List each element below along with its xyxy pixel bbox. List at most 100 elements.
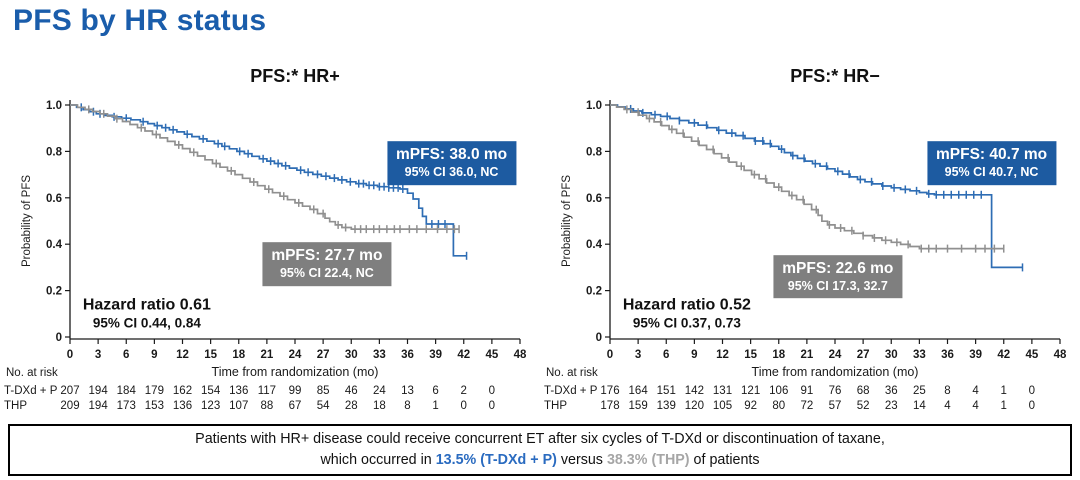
- y-tick-label: 1.0: [46, 100, 62, 112]
- at-risk-value: 14: [913, 400, 926, 412]
- mpfs-ci: 95% CI 22.4, NC: [279, 266, 374, 281]
- at-risk-value: 54: [317, 400, 330, 412]
- x-tick-label: 18: [772, 349, 785, 361]
- at-risk-value: 0: [461, 400, 467, 412]
- footnote-line-1: Patients with HR+ disease could receive …: [195, 430, 885, 447]
- x-tick-label: 18: [232, 349, 245, 361]
- x-tick-label: 12: [176, 349, 189, 361]
- hazard-ratio-annotation: Hazard ratio 0.61 95% CI 0.44, 0.84: [83, 295, 211, 332]
- x-tick-label: 27: [857, 349, 870, 361]
- x-tick-label: 48: [514, 349, 527, 361]
- at-risk-row-label-thp: THP: [4, 400, 27, 412]
- at-risk-value: 68: [857, 385, 870, 397]
- mpfs-box-tdxd: mPFS: 38.0 mo 95% CI 36.0, NC: [387, 141, 517, 185]
- at-risk-value: 139: [657, 400, 676, 412]
- mpfs-ci: 95% CI 17.3, 32.7: [787, 279, 888, 294]
- mpfs-box-thp: mPFS: 27.7 mo 95% CI 22.4, NC: [262, 242, 392, 286]
- x-axis-title: Time from randomization (mo): [212, 365, 379, 379]
- at-risk-value: 105: [713, 400, 732, 412]
- x-tick-label: 45: [485, 349, 498, 361]
- at-risk-value: 123: [201, 400, 220, 412]
- at-risk-value: 142: [685, 385, 704, 397]
- x-tick-label: 36: [941, 349, 954, 361]
- x-tick-label: 24: [289, 349, 302, 361]
- y-tick-label: 1.0: [586, 100, 602, 112]
- at-risk-value: 107: [229, 400, 248, 412]
- at-risk-value: 85: [317, 385, 330, 397]
- no-at-risk-label: No. at risk: [6, 367, 58, 379]
- at-risk-value: 13: [401, 385, 414, 397]
- at-risk-value: 184: [117, 385, 137, 397]
- at-risk-value: 131: [713, 385, 732, 397]
- hazard-ratio-ci: 95% CI 0.37, 0.73: [632, 315, 741, 331]
- at-risk-value: 57: [829, 400, 842, 412]
- x-tick-label: 39: [969, 349, 982, 361]
- km-series-t-dxd-p: [70, 103, 468, 260]
- no-at-risk-label: No. at risk: [546, 367, 598, 379]
- y-tick-label: 0.2: [586, 286, 602, 298]
- at-risk-value: 179: [145, 385, 164, 397]
- at-risk-value: 154: [201, 385, 221, 397]
- at-risk-value: 151: [657, 385, 676, 397]
- km-panel-hr-negative: 1.0 0.8 0.6 0.4 0.2 0 0 3 6 9 12 15 18 21 24 27 30 33 36 39…: [540, 60, 1080, 418]
- km-panel-hr-positive: 1.0 0.8 0.6 0.4 0.2 0 0 3 6 9 12 15 18 21 24 27 30 33 36 39…: [0, 60, 540, 418]
- at-risk-value: 209: [60, 400, 79, 412]
- at-risk-value: 0: [489, 400, 495, 412]
- at-risk-value: 1: [432, 400, 438, 412]
- mpfs-value: mPFS: 38.0 mo: [396, 146, 508, 164]
- y-tick-label: 0.4: [46, 239, 63, 251]
- footnote-text: of patients: [689, 452, 760, 468]
- at-risk-value: 120: [685, 400, 704, 412]
- at-risk-row-label-t-dxd-p: T-DXd + P: [4, 385, 58, 397]
- x-tick-label: 9: [151, 349, 157, 361]
- mpfs-ci: 95% CI 40.7, NC: [944, 165, 1039, 180]
- x-tick-label: 39: [429, 349, 442, 361]
- x-tick-label: 24: [829, 349, 842, 361]
- at-risk-value: 46: [345, 385, 358, 397]
- x-axis-title: Time from randomization (mo): [752, 365, 919, 379]
- at-risk-value: 72: [800, 400, 813, 412]
- mpfs-value: mPFS: 22.6 mo: [782, 259, 894, 277]
- at-risk-value: 1: [1001, 400, 1007, 412]
- at-risk-value: 25: [913, 385, 926, 397]
- footnote-text: versus: [556, 452, 607, 468]
- at-risk-value: 106: [769, 385, 788, 397]
- x-tick-label: 21: [260, 349, 273, 361]
- at-risk-value: 4: [972, 385, 979, 397]
- at-risk-value: 173: [117, 400, 136, 412]
- footnote-tdxd-percentage: 13.5% (T-DXd + P): [435, 452, 557, 468]
- x-tick-label: 30: [885, 349, 898, 361]
- y-axis-title: Probability of PFS: [21, 175, 33, 267]
- at-risk-value: 1: [1001, 385, 1007, 397]
- chart-title-hr-positive: PFS:* HR+: [250, 66, 340, 86]
- footnote-box: Patients with HR+ disease could receive …: [8, 424, 1072, 476]
- x-tick-label: 48: [1054, 349, 1067, 361]
- hazard-ratio-value: Hazard ratio 0.61: [82, 296, 211, 314]
- x-tick-label: 27: [317, 349, 330, 361]
- at-risk-value: 28: [345, 400, 358, 412]
- footnote-text: which occurred in: [320, 452, 436, 468]
- x-tick-label: 0: [607, 349, 613, 361]
- at-risk-value: 6: [432, 385, 438, 397]
- km-series-t-dxd-p: [610, 104, 1024, 272]
- y-tick-label: 0.6: [46, 193, 62, 205]
- x-tick-label: 12: [716, 349, 729, 361]
- at-risk-value: 88: [260, 400, 273, 412]
- at-risk-value: 136: [229, 385, 248, 397]
- at-risk-value: 8: [944, 385, 950, 397]
- at-risk-value: 23: [885, 400, 898, 412]
- km-curve-t-dxd-p: [610, 104, 1023, 269]
- at-risk-value: 2: [461, 385, 467, 397]
- x-tick-label: 42: [997, 349, 1010, 361]
- at-risk-value: 4: [972, 400, 979, 412]
- km-series-thp: [610, 104, 1005, 253]
- y-tick-label: 0.8: [586, 146, 603, 158]
- x-tick-label: 0: [67, 349, 73, 361]
- x-tick-label: 3: [635, 349, 641, 361]
- at-risk-value: 91: [800, 385, 813, 397]
- at-risk-value: 8: [404, 400, 410, 412]
- mpfs-value: mPFS: 27.7 mo: [271, 247, 383, 265]
- y-tick-label: 0.2: [46, 286, 62, 298]
